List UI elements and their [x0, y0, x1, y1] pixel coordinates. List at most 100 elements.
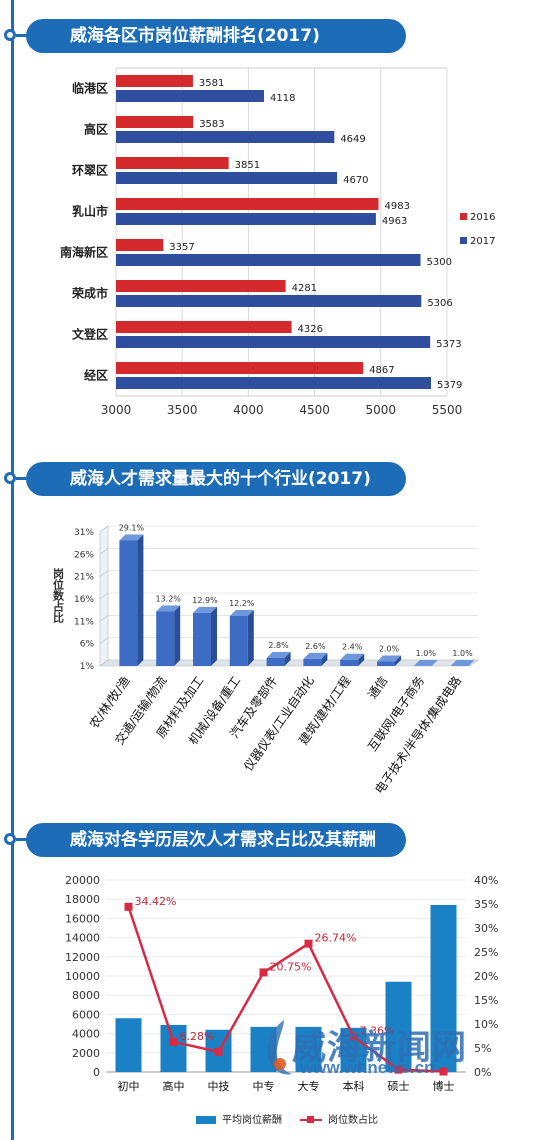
- y-right-tick-label: 15%: [474, 994, 498, 1007]
- legend-swatch: [307, 1116, 314, 1123]
- bar-2016: [116, 280, 286, 292]
- bar-2017: [116, 254, 421, 266]
- bar: [303, 658, 322, 666]
- bar-salary: [430, 904, 457, 1072]
- data-label: 3851: [235, 160, 260, 171]
- legend-swatch: [460, 213, 467, 220]
- bar-top: [156, 605, 181, 612]
- bar-2016: [116, 239, 164, 251]
- line-marker: [394, 1065, 403, 1074]
- bar-2017: [116, 295, 422, 307]
- category-label: 南海新区: [60, 245, 108, 260]
- data-label: 1.0%: [416, 649, 437, 658]
- y-right-tick-label: 5%: [474, 1042, 491, 1055]
- watermark-text: 威海新闻网: [292, 1028, 467, 1068]
- category-label: 大专: [298, 1079, 320, 1093]
- bar-top: [450, 660, 475, 666]
- y-left-tick-label: 10000: [65, 970, 100, 983]
- bar-salary: [160, 1024, 187, 1072]
- y-right-tick-label: 30%: [474, 922, 498, 935]
- legend-label: 2016: [470, 212, 495, 223]
- bar-side: [284, 651, 291, 666]
- bar-side: [211, 606, 217, 666]
- bar: [193, 612, 211, 666]
- bar: [119, 540, 138, 666]
- y-right-tick-label: 0%: [474, 1066, 491, 1079]
- category-label: 初中: [118, 1079, 140, 1093]
- bar-side: [174, 605, 181, 666]
- data-label: 4963: [382, 216, 407, 227]
- data-label: 5379: [437, 380, 462, 391]
- bar-top: [303, 652, 328, 659]
- district-salary-chart: 3000 3500 4000 4500 5000 5500 临港区 3581 4118 高区 358…: [60, 67, 495, 417]
- section-title: 威海人才需求量最大的十个行业(2017): [26, 462, 406, 496]
- data-label: 5373: [436, 339, 461, 350]
- legend-label: 2017: [470, 236, 495, 247]
- y-tick-label: 21%: [74, 573, 94, 583]
- x-tick-label: 4500: [299, 403, 330, 417]
- bar-2016: [116, 157, 229, 169]
- data-label: 4670: [343, 175, 368, 186]
- bar-top: [266, 651, 291, 658]
- bar-side: [395, 655, 401, 666]
- data-label: 13.2%: [155, 595, 181, 604]
- category-label: 本科: [343, 1079, 365, 1093]
- category-label: 仪器仪表/工业自动化: [241, 674, 317, 774]
- bar-salary: [385, 981, 412, 1072]
- line-marker: [169, 1037, 178, 1046]
- bar: [229, 615, 248, 666]
- watermark-url: www.whnews.cn: [300, 1058, 435, 1077]
- y-left-tick-label: 0: [93, 1066, 100, 1079]
- bar-2017: [116, 172, 338, 184]
- bar-top: [340, 653, 365, 660]
- y-left-tick-label: 16000: [65, 912, 100, 925]
- line-marker: [124, 902, 133, 911]
- bar-side: [137, 534, 144, 666]
- data-label: 4983: [385, 201, 410, 212]
- grid-line: [99, 637, 109, 644]
- y-tick-label: 1%: [80, 662, 95, 672]
- category-label: 高区: [84, 122, 108, 137]
- industry-demand-chart: 1%6%11%16%21%26%31%岗位数占比29.1%农/林/牧/渔13.2…: [52, 523, 479, 796]
- category-label: 乳山市: [72, 204, 108, 219]
- category-label: 中技: [208, 1080, 230, 1093]
- category-label: 高中: [163, 1079, 185, 1093]
- bar-side: [358, 653, 365, 666]
- timeline-dot: [4, 833, 16, 845]
- y-left-tick-label: 8000: [72, 989, 100, 1002]
- data-label: 34.42%: [135, 895, 177, 908]
- category-label: 硕士: [388, 1080, 410, 1093]
- data-label: 6.28%: [180, 1030, 215, 1043]
- legend-label: 岗位数占比: [328, 1113, 378, 1126]
- bar-2016: [116, 198, 379, 210]
- category-label: 临港区: [72, 81, 108, 96]
- y-left-tick-label: 4000: [72, 1028, 100, 1041]
- data-label: 26.74%: [315, 932, 357, 945]
- watermark-logo: [267, 1020, 292, 1075]
- y-left-tick-label: 14000: [65, 932, 100, 945]
- bar-2017: [116, 336, 431, 348]
- bar-2016: [116, 321, 292, 333]
- line-marker: [304, 939, 313, 948]
- y-left-tick-label: 2000: [72, 1047, 100, 1060]
- bar-2016: [116, 116, 194, 128]
- x-tick-label: 5500: [432, 403, 463, 417]
- section-header-top-industries: 威海人才需求量最大的十个行业(2017): [0, 462, 410, 498]
- line-marker: [349, 1032, 358, 1041]
- y-tick-label: 16%: [74, 595, 94, 605]
- data-label: 12.2%: [229, 599, 255, 608]
- bar: [156, 611, 175, 666]
- data-label: 2.6%: [305, 642, 326, 651]
- category-label: 经区: [84, 368, 108, 383]
- data-label: 2.0%: [379, 645, 400, 654]
- timeline-line: [11, 0, 14, 1140]
- y-left-tick-label: 6000: [72, 1008, 100, 1021]
- y-left-tick-label: 12000: [65, 951, 100, 964]
- y-axis-label: 岗位数占比: [52, 567, 65, 624]
- data-label: 4281: [292, 283, 317, 294]
- data-label: 4649: [340, 134, 365, 145]
- y-left-tick-label: 18000: [65, 893, 100, 906]
- section-title: 威海各区市岗位薪酬排名(2017): [26, 19, 406, 53]
- bar-side: [321, 652, 328, 666]
- x-tick-label: 3000: [101, 403, 132, 417]
